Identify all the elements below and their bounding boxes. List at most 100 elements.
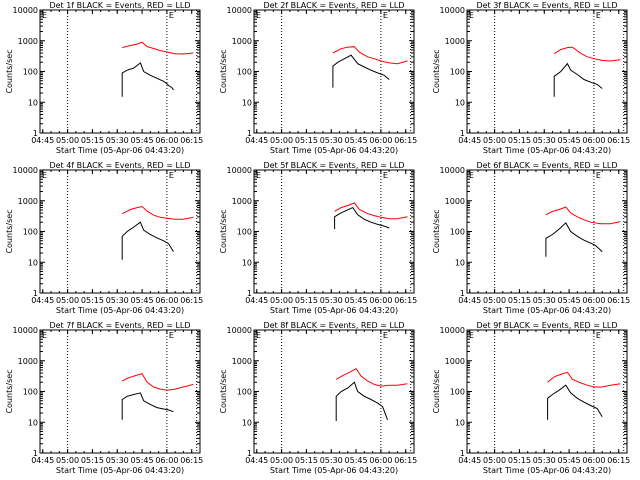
x-tick-label: 05:00 [270,136,293,145]
chart-panel-4: Det 4f BLACK = Events, RED = LLD 1 10 100 10… [5,161,203,315]
chart-title: Det 9f BLACK = Events, RED = LLD [476,321,617,330]
corner-marker-label: E [256,171,261,180]
y-tick-label: 10 [242,418,252,427]
chart-title: Det 2f BLACK = Events, RED = LLD [263,1,404,10]
x-tick-label: 05:15 [81,456,104,465]
corner-marker-label: E [42,11,47,20]
y-tick-label: 1000 [232,37,252,46]
y-tick-label: 100 [450,388,465,397]
chart-panel-9: Det 9f BLACK = Events, RED = LLD 1 10 100 10… [432,321,630,475]
lld-series-line [547,371,621,388]
x-tick-label: 05:00 [56,136,79,145]
x-axis-label: Start Time (05-Apr-06 04:43:20) [483,306,611,315]
time-marker-label: E [596,171,601,180]
y-tick-label: 1000 [18,37,38,46]
y-tick-label: 100 [237,68,252,77]
x-tick-label: 06:00 [582,136,605,145]
x-tick-label: 04:45 [458,456,481,465]
y-tick-label: 10 [455,98,465,107]
y-axis-label: Counts/sec [219,369,228,413]
events-series-line [547,384,603,420]
x-axis-label: Start Time (05-Apr-06 04:43:20) [270,466,398,475]
x-tick-label: 05:00 [56,456,79,465]
plot-frame [39,169,201,294]
y-axis-label: Counts/sec [219,209,228,253]
y-tick-label: 100 [23,68,38,77]
chart-title: Det 6f BLACK = Events, RED = LLD [476,161,617,170]
x-tick-label: 05:15 [81,136,104,145]
y-tick-label: 1 [460,129,465,138]
x-tick-label: 06:15 [607,456,630,465]
plot-frame [39,329,201,454]
x-tick-label: 04:45 [31,456,54,465]
x-tick-label: 05:00 [270,456,293,465]
x-tick-label: 06:15 [180,456,203,465]
y-tick-label: 10 [28,418,38,427]
y-tick-label: 1000 [232,197,252,206]
x-tick-label: 05:00 [56,296,79,305]
x-tick-label: 05:30 [320,296,343,305]
x-tick-label: 05:45 [558,136,581,145]
events-series-line [121,392,174,420]
y-tick-label: 10000 [227,166,252,175]
x-axis-label: Start Time (05-Apr-06 04:43:20) [270,146,398,155]
events-series-line [121,62,174,97]
y-tick-label: 10000 [440,326,465,335]
y-tick-label: 1 [460,449,465,458]
x-tick-label: 05:30 [106,136,129,145]
x-axis-label: Start Time (05-Apr-06 04:43:20) [270,306,398,315]
plot-frame [466,169,628,294]
time-marker-label: E [383,331,388,340]
y-tick-label: 1 [247,289,252,298]
x-tick-label: 06:00 [369,296,392,305]
corner-marker-label: E [469,171,474,180]
y-tick-label: 100 [450,228,465,237]
lld-series-line [121,205,194,220]
x-tick-label: 06:15 [394,456,417,465]
chart-panel-2: Det 2f BLACK = Events, RED = LLD 1 10 100 10… [219,1,417,155]
y-tick-label: 10000 [13,6,38,15]
chart-panel-3: Det 3f BLACK = Events, RED = LLD 1 10 100 10… [432,1,630,155]
corner-marker-label: E [256,331,261,340]
y-axis-label: Counts/sec [432,369,441,413]
x-tick-label: 06:00 [155,136,178,145]
x-axis-label: Start Time (05-Apr-06 04:43:20) [56,146,184,155]
y-axis-label: Counts/sec [5,49,14,93]
corner-marker-label: E [42,171,47,180]
x-tick-label: 06:15 [180,296,203,305]
y-tick-label: 10000 [227,6,252,15]
x-tick-label: 05:45 [345,136,368,145]
events-series-line [332,54,390,88]
x-tick-label: 04:45 [245,296,268,305]
x-axis-label: Start Time (05-Apr-06 04:43:20) [56,466,184,475]
y-tick-label: 1 [247,129,252,138]
y-axis-label: Counts/sec [432,49,441,93]
y-tick-label: 1 [33,289,38,298]
y-tick-label: 10 [28,258,38,267]
time-marker-label: E [596,11,601,20]
y-tick-label: 100 [23,388,38,397]
x-axis-label: Start Time (05-Apr-06 04:43:20) [483,146,611,155]
x-tick-label: 06:00 [369,136,392,145]
corner-marker-label: E [256,11,261,20]
y-tick-label: 10000 [13,326,38,335]
y-axis-label: Counts/sec [219,49,228,93]
y-tick-label: 100 [23,228,38,237]
corner-marker-label: E [469,331,474,340]
x-tick-label: 05:45 [345,296,368,305]
x-tick-label: 06:00 [155,456,178,465]
x-tick-label: 05:00 [483,456,506,465]
x-tick-label: 05:45 [131,296,154,305]
events-series-line [335,381,388,421]
y-tick-label: 1000 [232,357,252,366]
chart-title: Det 7f BLACK = Events, RED = LLD [49,321,190,330]
x-tick-label: 06:15 [607,136,630,145]
plot-frame [253,9,415,134]
time-marker-label: E [169,11,174,20]
x-tick-label: 04:45 [458,136,481,145]
y-tick-label: 1 [247,449,252,458]
time-marker-label: E [383,171,388,180]
lld-series-line [121,373,194,391]
y-tick-label: 10 [242,258,252,267]
x-tick-label: 05:30 [106,456,129,465]
